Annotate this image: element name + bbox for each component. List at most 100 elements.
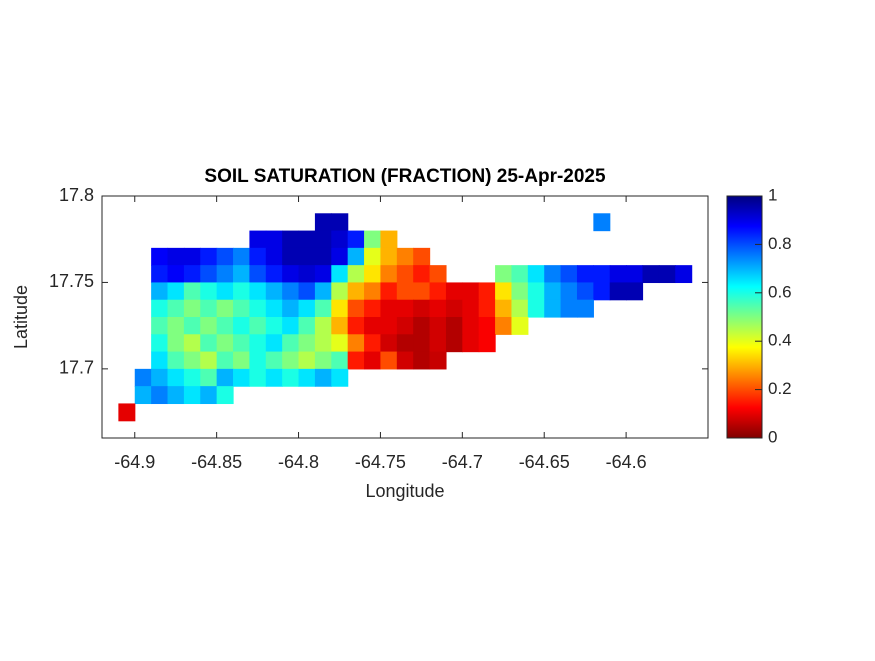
cell [167, 386, 185, 405]
cell [347, 230, 365, 249]
cell [298, 282, 316, 301]
colorbar-tick-label: 0.6 [768, 282, 792, 301]
cell [396, 334, 414, 353]
x-tick-label: -64.75 [355, 452, 406, 472]
chart-title: SOIL SATURATION (FRACTION) 25-Apr-2025 [204, 166, 606, 187]
cell [380, 334, 398, 353]
cell [314, 282, 332, 301]
colorbar-tick-label: 1 [768, 185, 777, 204]
cell [151, 247, 169, 266]
cell [298, 368, 316, 387]
cell [429, 317, 447, 335]
cell [364, 265, 382, 284]
cell [445, 299, 463, 318]
cell [183, 368, 201, 387]
cell [249, 334, 267, 353]
cell [380, 282, 398, 301]
cell [200, 299, 218, 318]
y-axis-label: Latitude [11, 285, 31, 349]
cell [298, 299, 316, 318]
y-tick-label: 17.75 [49, 271, 94, 291]
cell [134, 386, 152, 405]
cell [183, 317, 201, 335]
cell [314, 351, 332, 370]
cell [347, 317, 365, 335]
cell [593, 265, 611, 284]
cell [331, 334, 349, 353]
cell [151, 265, 169, 284]
cell [511, 282, 529, 301]
cell [429, 351, 447, 370]
cell [560, 282, 578, 301]
cell [216, 317, 234, 335]
cell [200, 247, 218, 266]
cell [462, 299, 480, 318]
cell [331, 317, 349, 335]
cell [413, 299, 431, 318]
cell [609, 265, 627, 284]
cell [445, 334, 463, 353]
cell [560, 299, 578, 318]
cell [200, 265, 218, 284]
cell [183, 334, 201, 353]
cell [462, 334, 480, 353]
cell [151, 334, 169, 353]
cell [331, 368, 349, 387]
cell [364, 299, 382, 318]
cell [233, 368, 251, 387]
x-tick-label: -64.65 [519, 452, 570, 472]
y-tick-label: 17.8 [59, 185, 94, 205]
cell [396, 299, 414, 318]
cell [233, 317, 251, 335]
cell [216, 368, 234, 387]
cell [527, 265, 545, 284]
cell [413, 334, 431, 353]
cell [151, 368, 169, 387]
cell [364, 282, 382, 301]
cell [495, 282, 513, 301]
cell [331, 299, 349, 318]
cell [249, 299, 267, 318]
cell [265, 247, 283, 266]
cell [380, 230, 398, 249]
cell [282, 368, 300, 387]
cell [282, 247, 300, 266]
cell [495, 265, 513, 284]
cell [429, 299, 447, 318]
cell [298, 351, 316, 370]
cell [314, 213, 332, 232]
cell [413, 265, 431, 284]
cell [495, 317, 513, 335]
cell [380, 247, 398, 266]
cell [478, 317, 496, 335]
colorbar-tick-label: 0.4 [768, 331, 792, 350]
cell [298, 247, 316, 266]
cell [364, 247, 382, 266]
cell [576, 282, 594, 301]
cell [626, 282, 644, 301]
cell [331, 282, 349, 301]
cell [511, 265, 529, 284]
cell [314, 317, 332, 335]
cell [609, 282, 627, 301]
cell [249, 247, 267, 266]
cell [380, 317, 398, 335]
cell [445, 317, 463, 335]
cell [134, 368, 152, 387]
cell [298, 334, 316, 353]
axes-box [101, 195, 709, 439]
cell [233, 265, 251, 284]
cell [544, 265, 562, 284]
cell [282, 265, 300, 284]
cell [249, 368, 267, 387]
cell [265, 265, 283, 284]
cell [216, 265, 234, 284]
cell [282, 230, 300, 249]
cell [593, 213, 611, 232]
cell [183, 282, 201, 301]
cell [200, 317, 218, 335]
x-axis-label: Longitude [365, 481, 444, 501]
colorbar [727, 196, 762, 438]
cell [675, 265, 693, 284]
cell [347, 351, 365, 370]
